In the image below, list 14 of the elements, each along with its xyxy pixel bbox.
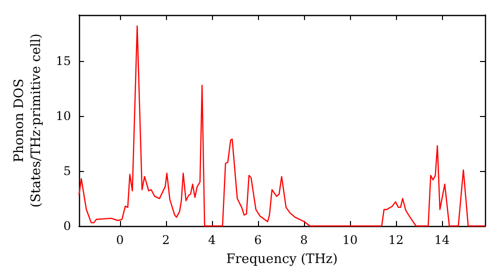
x-tick-label: 8 [300,233,308,247]
x-tick-label: 12 [388,233,404,247]
y-tick-label: 15 [56,54,71,68]
y-tick-label: 5 [63,164,71,178]
x-tick-label: 10 [342,233,358,247]
x-tick-label: 0 [116,233,124,247]
x-tick-label: 14 [434,233,450,247]
y-tick-label: 0 [63,219,71,233]
x-tick-label: 4 [208,233,216,247]
y-tick-label: 10 [56,109,71,124]
x-tick-label: 2 [162,233,170,247]
x-tick-label: 6 [254,233,262,247]
x-axis-title: Frequency (THz) [226,252,338,267]
y-axis-title: Phonon DOS (States/THz·primitive cell) [12,33,44,208]
